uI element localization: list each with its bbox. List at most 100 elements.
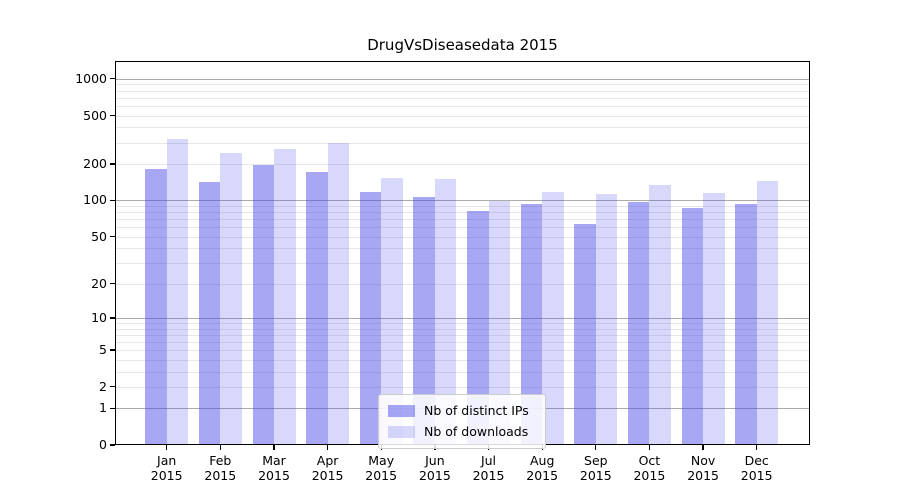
x-tick-label-year: 2015 bbox=[365, 468, 398, 483]
gridline-major-10 bbox=[115, 317, 810, 319]
x-tick-label-month: Sep bbox=[584, 453, 608, 468]
y-tick-label-10: 10 bbox=[91, 309, 107, 325]
x-tick-label-year: 2015 bbox=[687, 468, 719, 483]
chart-title: DrugVsDiseasedata 2015 bbox=[367, 36, 558, 54]
bar-downloads-apr bbox=[327, 143, 350, 445]
bars-layer bbox=[115, 61, 810, 445]
bar-downloads-nov bbox=[703, 192, 725, 445]
y-tick-mark-200 bbox=[110, 163, 115, 165]
gridline-minor-700 bbox=[115, 97, 810, 99]
bar-downloads-jan bbox=[166, 139, 189, 445]
grid-layer bbox=[115, 61, 810, 445]
y-tick-mark-5 bbox=[110, 349, 115, 351]
bar-downloads-oct bbox=[649, 184, 671, 445]
gridline-minor-20 bbox=[115, 283, 810, 285]
bar-downloads-aug bbox=[542, 192, 564, 445]
x-tick-label-year: 2015 bbox=[740, 468, 773, 483]
x-tick-label-year: 2015 bbox=[311, 468, 344, 483]
bar-distinct-ips-aug bbox=[520, 204, 543, 445]
x-tick-label-year: 2015 bbox=[472, 468, 505, 483]
gridline-minor-90 bbox=[115, 205, 810, 207]
gridline-minor-8 bbox=[115, 328, 810, 330]
gridline-minor-6 bbox=[115, 341, 810, 343]
x-tick-label-month: Jul bbox=[480, 453, 497, 468]
x-tick-label-6: Jun 2015 bbox=[403, 453, 467, 483]
bar-downloads-feb bbox=[220, 153, 242, 445]
legend-item-distinct-ips: Nb of distinct IPs bbox=[388, 400, 536, 421]
x-tick-label-year: 2015 bbox=[150, 468, 183, 483]
bar-distinct-ips-jan bbox=[145, 168, 167, 445]
gridline-minor-200 bbox=[115, 163, 810, 165]
bar-downloads-may bbox=[381, 178, 403, 445]
x-tick-label-1: Jan 2015 bbox=[135, 453, 199, 483]
x-tick-label-8: Aug 2015 bbox=[510, 453, 574, 483]
x-tick-label-year: 2015 bbox=[258, 468, 290, 483]
y-tick-mark-500 bbox=[110, 114, 115, 117]
x-tick-label-11: Nov 2015 bbox=[671, 453, 735, 483]
x-tick-mark-3 bbox=[273, 445, 275, 450]
gridline-major-1000 bbox=[115, 78, 810, 80]
x-tick-label-year: 2015 bbox=[526, 468, 559, 483]
y-tick-mark-50 bbox=[110, 235, 115, 238]
legend-label-downloads: Nb of downloads bbox=[424, 424, 529, 439]
bar-downloads-jul bbox=[488, 200, 510, 445]
y-tick-mark-1 bbox=[110, 407, 115, 409]
gridline-minor-7 bbox=[115, 334, 810, 336]
y-tick-mark-0 bbox=[110, 444, 115, 446]
x-tick-label-month: Oct bbox=[638, 453, 661, 468]
bar-distinct-ips-jun bbox=[413, 196, 435, 445]
gridline-minor-800 bbox=[115, 90, 810, 92]
y-tick-label-5: 5 bbox=[99, 342, 107, 357]
x-tick-mark-1 bbox=[166, 445, 168, 450]
x-tick-label-5: May 2015 bbox=[349, 453, 413, 483]
x-tick-label-month: Jan bbox=[157, 453, 177, 468]
x-tick-label-3: Mar 2015 bbox=[242, 453, 306, 483]
y-tick-label-100: 100 bbox=[83, 192, 107, 208]
bar-downloads-dec bbox=[756, 180, 779, 445]
bar-distinct-ips-feb bbox=[198, 182, 221, 445]
legend-item-downloads: Nb of downloads bbox=[388, 421, 536, 442]
legend-swatch-distinct-ips bbox=[388, 404, 415, 417]
gridline-minor-9 bbox=[115, 323, 810, 324]
y-tick-label-20: 20 bbox=[91, 275, 107, 291]
x-tick-mark-10 bbox=[648, 445, 651, 450]
x-tick-mark-12 bbox=[756, 445, 758, 450]
gridline-minor-5 bbox=[115, 350, 810, 351]
y-tick-label-1: 1 bbox=[99, 400, 107, 416]
bar-downloads-sep bbox=[595, 193, 618, 445]
y-tick-label-50: 50 bbox=[91, 228, 107, 244]
bar-distinct-ips-mar bbox=[252, 165, 274, 445]
x-tick-label-7: Jul 2015 bbox=[457, 453, 521, 483]
y-tick-mark-10 bbox=[110, 317, 115, 319]
x-tick-label-month: Nov bbox=[690, 453, 716, 468]
gridline-minor-900 bbox=[115, 84, 810, 86]
gridline-minor-300 bbox=[115, 142, 810, 144]
gridline-minor-40 bbox=[115, 248, 810, 250]
x-tick-mark-4 bbox=[326, 445, 329, 450]
x-tick-mark-2 bbox=[219, 445, 221, 450]
y-tick-label-0: 0 bbox=[99, 437, 107, 452]
x-tick-label-4: Apr 2015 bbox=[296, 453, 360, 483]
y-tick-label-2: 2 bbox=[99, 378, 107, 394]
gridline-minor-80 bbox=[115, 212, 810, 214]
bar-distinct-ips-dec bbox=[735, 203, 757, 445]
x-tick-label-year: 2015 bbox=[633, 468, 666, 483]
y-tick-label-500: 500 bbox=[83, 107, 107, 123]
gridline-minor-500 bbox=[115, 115, 810, 117]
x-tick-label-9: Sep 2015 bbox=[564, 453, 628, 483]
x-tick-label-month: Dec bbox=[744, 453, 769, 468]
x-tick-label-month: May bbox=[368, 453, 395, 468]
y-tick-mark-2 bbox=[110, 386, 115, 388]
bar-distinct-ips-nov bbox=[681, 208, 704, 445]
gridline-major-100 bbox=[115, 200, 810, 202]
gridline-minor-2 bbox=[115, 386, 810, 388]
x-tick-label-month: Aug bbox=[529, 453, 555, 468]
bar-distinct-ips-oct bbox=[627, 202, 650, 445]
gridline-minor-50 bbox=[115, 236, 810, 238]
x-tick-label-month: Jun bbox=[425, 453, 445, 468]
gridline-minor-400 bbox=[115, 127, 810, 129]
y-tick-mark-1000 bbox=[110, 78, 115, 80]
bar-distinct-ips-jul bbox=[467, 211, 489, 445]
gridline-minor-3 bbox=[115, 371, 810, 373]
